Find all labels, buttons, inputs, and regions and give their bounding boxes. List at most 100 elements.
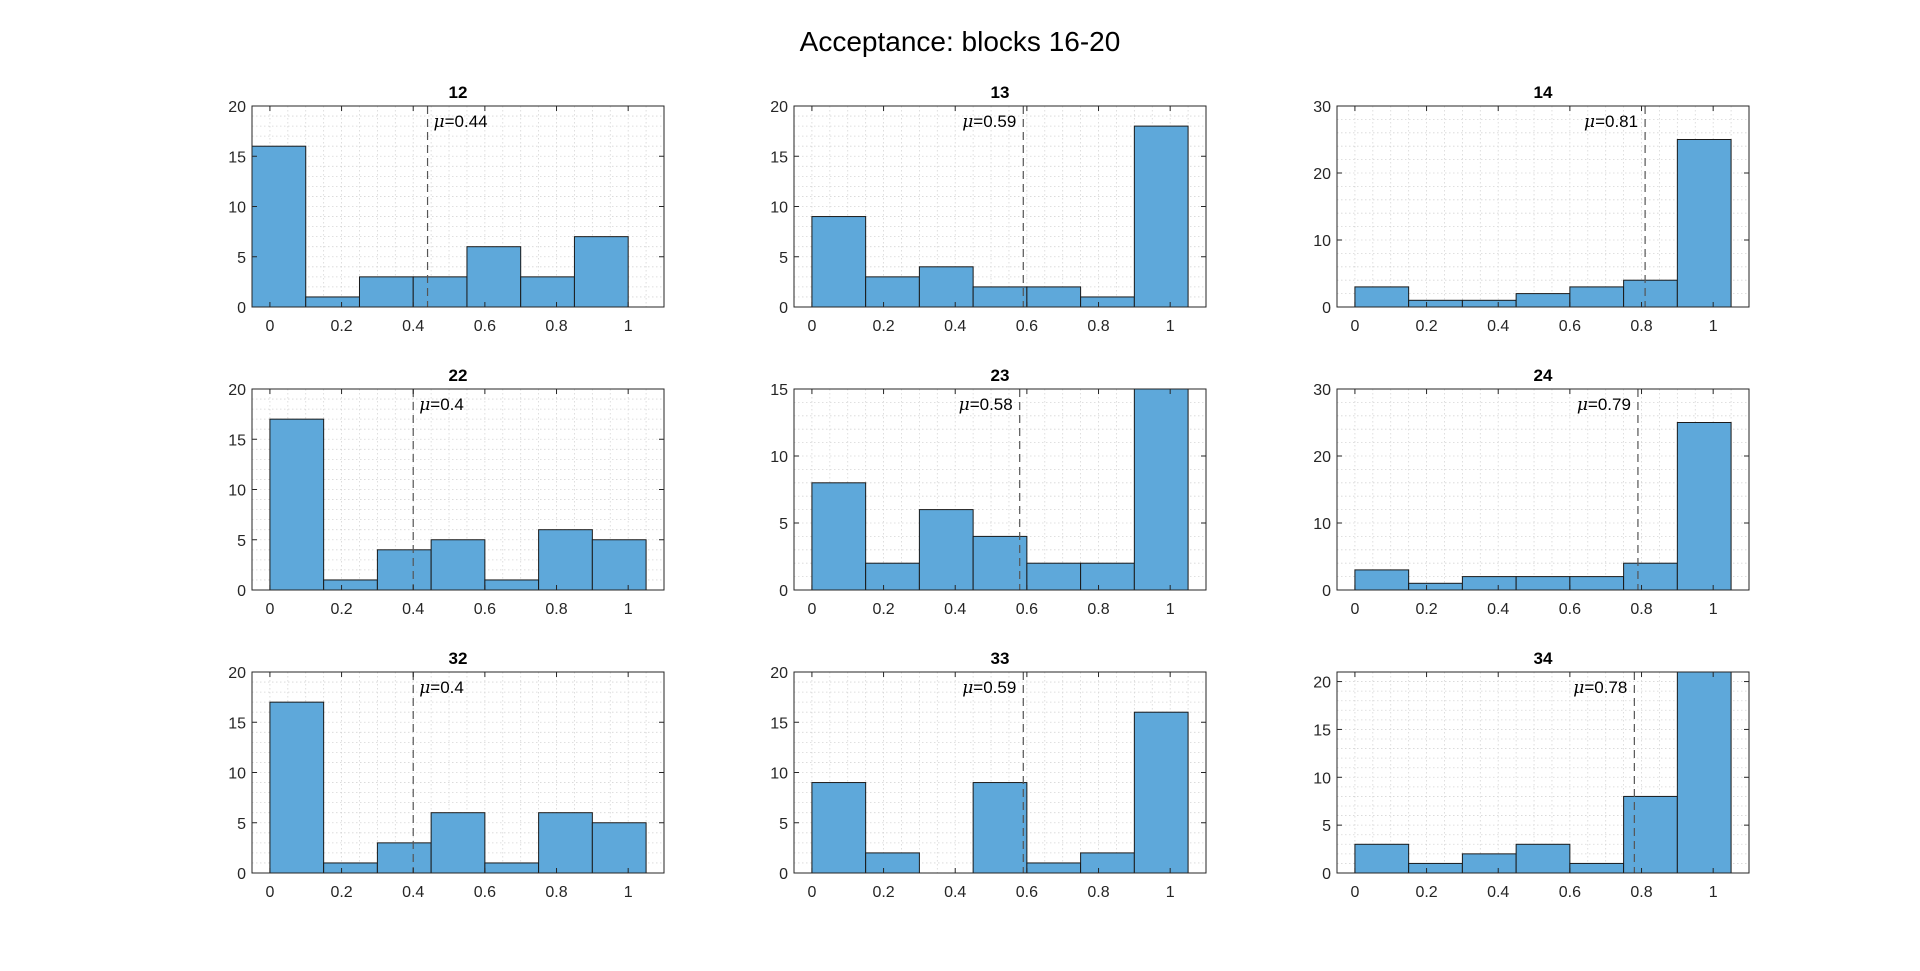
histogram-bar [1133,388,1189,591]
histogram-bar [484,862,540,874]
x-tick-label: 0.6 [1559,318,1581,335]
mean-label: μ=0.59 [962,112,1016,132]
histogram-bar [972,535,1028,591]
x-tick-label: 0.6 [1559,884,1581,901]
y-tick-label: 10 [228,483,246,500]
histogram-bar [1623,795,1678,874]
x-tick-label: 0.8 [545,601,567,618]
histogram-bar [865,852,920,874]
y-tick-label: 10 [770,200,788,217]
x-tick-label: 1 [1709,884,1718,901]
histogram-bar [1515,843,1571,874]
x-tick-label: 0.6 [1559,601,1581,618]
histogram-bar [251,145,307,308]
histogram-bar [1569,286,1625,308]
y-tick-label: 15 [770,715,788,732]
histogram-bar [972,286,1028,308]
x-tick-label: 0 [265,318,274,335]
y-tick-label: 5 [237,816,246,833]
histogram-bar [412,276,468,308]
histogram-bar [430,812,486,874]
x-tick-label: 0.4 [1487,884,1509,901]
x-tick-label: 0.8 [1087,318,1109,335]
y-tick-label: 10 [228,766,246,783]
histogram-bar [865,276,920,308]
x-tick-label: 0.2 [330,318,352,335]
y-tick-label: 20 [228,99,246,116]
histogram-bar [323,862,378,874]
x-tick-label: 0.4 [1487,601,1509,618]
y-tick-label: 20 [770,665,788,682]
y-tick-label: 15 [1313,722,1331,739]
histogram-bar [1133,711,1189,874]
histogram-bar [305,296,360,308]
x-tick-label: 1 [624,884,633,901]
y-tick-label: 30 [1313,382,1331,399]
histogram-bar [1026,286,1082,308]
histogram-bar [269,701,325,874]
histogram-bar [520,276,575,308]
y-tick-label: 0 [237,866,246,883]
histogram-bar [918,509,974,591]
y-tick-label: 0 [1322,866,1331,883]
histogram-bar [1623,279,1678,308]
y-tick-label: 5 [1322,818,1331,835]
x-tick-label: 0.6 [474,884,496,901]
histogram-bar [1569,576,1625,591]
x-tick-label: 0.6 [474,601,496,618]
mean-label: μ=0.81 [1584,112,1638,132]
y-tick-label: 10 [1313,233,1331,250]
histogram-bar [1408,862,1463,874]
histogram-bar [1026,862,1082,874]
histogram-bar [1461,576,1517,591]
histogram-bar [1676,422,1732,591]
grid [1337,388,1750,591]
histogram-bar [591,822,647,874]
x-tick-label: 1 [1166,884,1175,901]
y-tick-label: 0 [1322,300,1331,317]
histogram-bar [918,266,974,308]
x-tick-label: 0.4 [402,601,424,618]
x-tick-label: 0.4 [944,318,966,335]
y-tick-label: 20 [228,382,246,399]
y-tick-label: 30 [1313,99,1331,116]
y-tick-label: 20 [1313,675,1331,692]
y-tick-label: 5 [237,533,246,550]
x-tick-label: 0.2 [1415,884,1437,901]
y-tick-label: 20 [1313,449,1331,466]
histogram-bar [1623,562,1678,591]
x-tick-label: 0 [1350,601,1359,618]
x-tick-label: 1 [1709,318,1718,335]
x-tick-label: 0.6 [474,318,496,335]
y-tick-label: 10 [770,449,788,466]
y-tick-label: 20 [228,665,246,682]
x-tick-label: 0.6 [1016,884,1038,901]
x-tick-label: 0.2 [330,884,352,901]
x-tick-label: 1 [624,318,633,335]
y-tick-label: 5 [237,250,246,267]
x-tick-label: 1 [1166,601,1175,618]
y-tick-label: 15 [770,382,788,399]
x-tick-label: 0.4 [944,884,966,901]
x-tick-label: 1 [624,601,633,618]
x-tick-label: 0.8 [1630,318,1652,335]
y-tick-label: 20 [1313,166,1331,183]
histogram-bar [591,539,647,591]
y-tick-label: 5 [779,250,788,267]
x-tick-label: 0.2 [330,601,352,618]
x-tick-label: 0 [265,601,274,618]
y-tick-label: 15 [228,715,246,732]
histogram-bar [1026,562,1082,591]
y-tick-label: 0 [779,300,788,317]
x-tick-label: 1 [1709,601,1718,618]
histogram-bar [1461,853,1517,874]
mean-label: μ=0.58 [959,395,1013,415]
y-tick-label: 0 [237,300,246,317]
x-tick-label: 0.6 [1016,601,1038,618]
y-tick-label: 15 [770,149,788,166]
x-tick-label: 0.8 [1630,601,1652,618]
